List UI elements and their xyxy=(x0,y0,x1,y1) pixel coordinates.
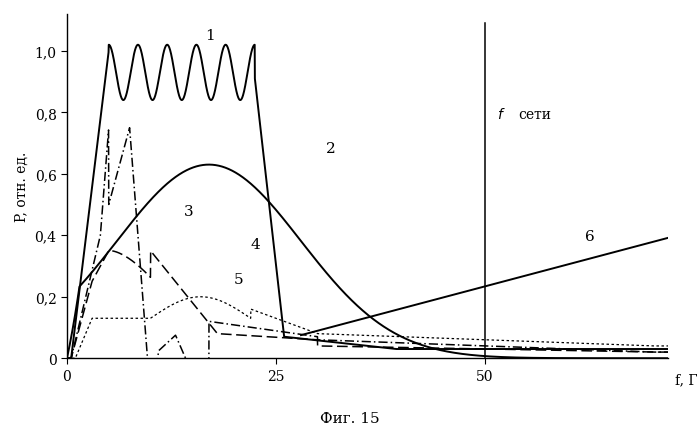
X-axis label: f, Г: f, Г xyxy=(675,372,698,386)
Text: 6: 6 xyxy=(584,229,594,243)
Text: 1: 1 xyxy=(205,29,214,43)
Text: 3: 3 xyxy=(184,205,193,219)
Text: 2: 2 xyxy=(326,142,335,156)
Text: 5: 5 xyxy=(234,272,244,286)
Text: 4: 4 xyxy=(251,237,260,251)
Text: сети: сети xyxy=(518,108,551,122)
Text: Фиг. 15: Фиг. 15 xyxy=(320,411,380,425)
Y-axis label: P, отн. ед.: P, отн. ед. xyxy=(15,152,29,222)
Text: $f$: $f$ xyxy=(497,107,505,122)
